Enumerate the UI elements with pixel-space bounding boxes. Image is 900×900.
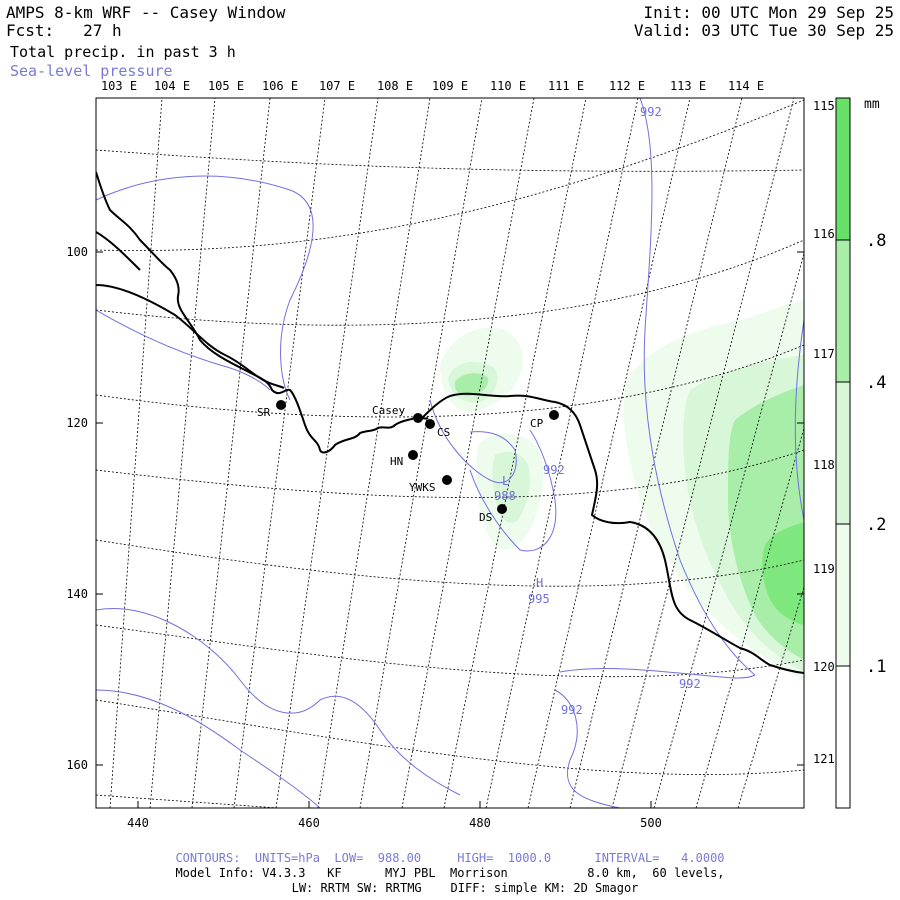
lon-label-112: 112 E — [609, 79, 645, 93]
longitude-labels: 103 E 104 E 105 E 106 E 107 E 108 E 109 … — [101, 79, 764, 93]
graticule — [96, 98, 804, 808]
x-axis: 440 460 480 500 — [127, 801, 662, 830]
low-pressure-value: 988 — [494, 489, 516, 503]
x-tick-480: 480 — [469, 816, 491, 830]
isobar-label-992-mid: 992 — [543, 463, 565, 477]
colorbar-tick-0.2: .2 — [866, 515, 886, 535]
isobars — [96, 98, 804, 808]
y-tick-120: 120 — [66, 416, 88, 430]
colorbar-swatch-0.1 — [836, 524, 850, 666]
station-marker-SR[interactable] — [276, 400, 286, 410]
station-marker-CS[interactable] — [425, 419, 435, 429]
y-tick-100: 100 — [66, 245, 88, 259]
lon-label-103: 103 E — [101, 79, 137, 93]
map-frame — [95, 97, 805, 809]
isobar-labels: 992 992 L 988 H 995 992 992 — [494, 105, 701, 717]
station-marker-DS[interactable] — [497, 504, 507, 514]
overlay-description: Sea-level pressure — [10, 62, 173, 80]
isobar-label-992-top: 992 — [640, 105, 662, 119]
lon-label-105: 105 E — [208, 79, 244, 93]
colorbar: mm .8 .4 .2 .1 — [835, 97, 886, 809]
coastline — [96, 171, 804, 674]
y-axis: 100 120 140 160 — [66, 245, 804, 772]
model-info: Model Info: V4.3.3 KF MYJ PBL Morrison 8… — [175, 866, 725, 880]
contour-info: CONTOURS: UNITS=hPa LOW= 988.00 HIGH= 10… — [175, 851, 725, 865]
lon-label-114: 114 E — [728, 79, 764, 93]
colorbar-tick-0.8: .8 — [866, 231, 886, 251]
station-marker-CP[interactable] — [549, 410, 559, 420]
low-pressure-marker: L — [502, 474, 509, 488]
lon-label-104: 104 E — [154, 79, 190, 93]
isobar-label-992-east: 992 — [679, 677, 701, 691]
precip-area-east-max — [762, 522, 804, 625]
colorbar-swatch-0.4 — [836, 240, 850, 382]
init-time: Init: 00 UTC Mon 29 Sep 25 — [643, 3, 894, 22]
lon-label-113: 113 E — [670, 79, 706, 93]
x-tick-460: 460 — [298, 816, 320, 830]
station-label-CP: CP — [530, 417, 544, 430]
lon-label-110: 110 E — [490, 79, 526, 93]
lon-label-107: 107 E — [319, 79, 355, 93]
colorbar-unit: mm — [864, 97, 880, 112]
y-tick-160: 160 — [66, 758, 88, 772]
station-label-DS: DS — [479, 511, 492, 524]
valid-time: Valid: 03 UTC Tue 30 Sep 25 — [633, 21, 894, 40]
station-marker-HN[interactable] — [408, 450, 418, 460]
high-pressure-marker: H — [536, 576, 543, 590]
y-tick-140: 140 — [66, 587, 88, 601]
colorbar-tick-0.4: .4 — [866, 373, 886, 393]
x-tick-500: 500 — [640, 816, 662, 830]
station-label-SR: SR — [257, 406, 271, 419]
stations: SR Casey CS CP HN YWKS DS — [257, 400, 559, 524]
station-marker-YWKS[interactable] — [442, 475, 452, 485]
forecast-hour: Fcst: 27 h — [6, 21, 122, 40]
high-pressure-value: 995 — [528, 592, 550, 606]
colorbar-swatch-0.2 — [836, 382, 850, 524]
lon-label-109: 109 E — [432, 79, 468, 93]
physics-info: LW: RRTM SW: RRTMG DIFF: simple KM: 2D S… — [291, 881, 639, 895]
station-label-YWKS: YWKS — [409, 481, 436, 494]
colorbar-tick-0.1: .1 — [866, 657, 886, 677]
lon-label-111: 111 E — [548, 79, 584, 93]
station-label-casey: Casey — [372, 404, 405, 417]
map-area: SR Casey CS CP HN YWKS DS 992 992 L 988 … — [96, 98, 804, 808]
station-label-HN: HN — [390, 455, 403, 468]
field-description: Total precip. in past 3 h — [10, 43, 236, 61]
station-marker-casey[interactable] — [413, 413, 423, 423]
map-title: AMPS 8-km WRF -- Casey Window — [6, 3, 286, 22]
colorbar-swatch-0.8 — [836, 98, 850, 240]
station-label-CS: CS — [437, 426, 450, 439]
colorbar-swatch-none — [836, 666, 850, 808]
lon-label-106: 106 E — [262, 79, 298, 93]
precip-shading — [440, 300, 804, 680]
lon-label-108: 108 E — [377, 79, 413, 93]
isobar-label-992-south: 992 — [561, 703, 583, 717]
x-tick-440: 440 — [127, 816, 149, 830]
